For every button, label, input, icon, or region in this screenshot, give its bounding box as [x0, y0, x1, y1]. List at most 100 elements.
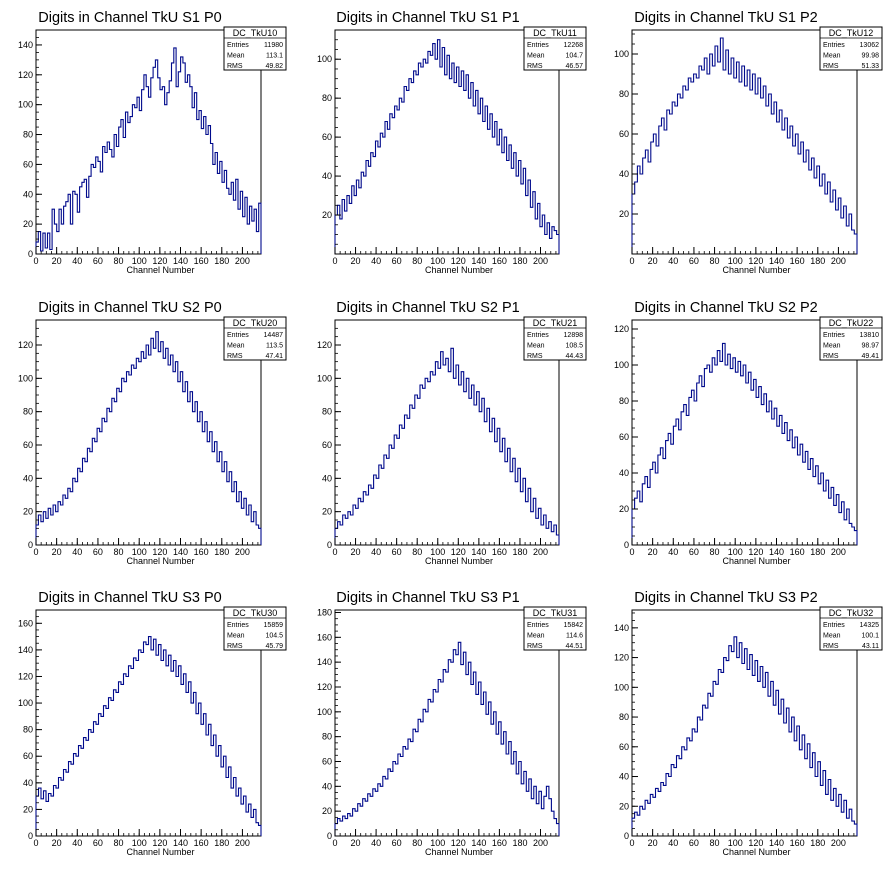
chart-title: Digits in Channel TkU S1 P2: [634, 10, 818, 26]
y-tick-label: 40: [322, 473, 332, 483]
y-tick-label: 120: [18, 70, 33, 80]
y-tick-label: 40: [322, 171, 332, 181]
stats-value-rms: 47.41: [265, 353, 283, 360]
x-tick-label: 80: [412, 256, 422, 266]
stats-label-rms: RMS: [823, 63, 839, 70]
stats-label-entries: Entries: [227, 332, 249, 339]
y-tick-label: 120: [614, 653, 629, 663]
stats-label-rms: RMS: [227, 63, 243, 70]
y-tick-label: 100: [18, 100, 33, 110]
stats-value-mean: 114.6: [566, 633, 583, 640]
stats-label-rms: RMS: [823, 353, 839, 360]
y-tick-label: 120: [18, 340, 33, 350]
histogram-series: [334, 39, 560, 254]
x-tick-label: 140: [173, 547, 188, 557]
x-tick-label: 0: [629, 547, 634, 557]
x-tick-label: 40: [371, 838, 381, 848]
x-tick-label: 160: [790, 256, 805, 266]
x-tick-label: 80: [710, 838, 720, 848]
x-tick-label: 160: [492, 256, 507, 266]
y-tick-label: 40: [23, 778, 33, 788]
stats-value-rms: 46.57: [565, 63, 583, 70]
x-tick-label: 160: [194, 838, 209, 848]
histogram-series: [631, 342, 858, 545]
stats-label-rms: RMS: [527, 643, 543, 650]
y-tick-label: 0: [624, 540, 629, 550]
x-tick-label: 60: [689, 838, 699, 848]
stats-box: [223, 316, 287, 361]
histogram-series: [631, 636, 858, 836]
stats-box: [223, 606, 287, 651]
stats-name: DC_TkU32: [829, 608, 874, 618]
stats-label-mean: Mean: [527, 343, 545, 350]
x-tick-label: 160: [492, 838, 507, 848]
plot-frame: [35, 319, 262, 546]
y-tick-label: 20: [619, 801, 629, 811]
x-tick-label: 0: [332, 547, 337, 557]
x-tick-label: 60: [93, 256, 103, 266]
y-tick-label: 0: [327, 831, 332, 841]
x-tick-label: 120: [451, 547, 466, 557]
x-tick-label: 100: [430, 256, 445, 266]
panel-dc_tku30: Digits in Channel TkU S3 P0 0 20 40 60 80 100 1…: [18, 590, 287, 857]
x-tick-label: 40: [668, 547, 678, 557]
stats-value-mean: 99.98: [861, 53, 879, 60]
x-tick-label: 140: [769, 838, 784, 848]
stats-value-rms: 43.11: [862, 643, 879, 650]
stats-box: [523, 26, 587, 71]
x-axis-label: Channel Number: [425, 847, 493, 857]
x-tick-label: 100: [132, 256, 147, 266]
stats-name: DC_TkU11: [533, 28, 577, 38]
x-tick-label: 200: [831, 547, 846, 557]
y-tick-label: 20: [322, 806, 332, 816]
y-tick-label: 80: [322, 732, 332, 742]
y-tick-label: 60: [322, 132, 332, 142]
chart-title: Digits in Channel TkU S2 P0: [38, 300, 222, 316]
y-tick-label: 0: [28, 249, 33, 259]
x-tick-label: 100: [132, 547, 147, 557]
x-tick-label: 120: [748, 547, 763, 557]
x-tick-label: 200: [831, 838, 846, 848]
x-tick-label: 0: [33, 256, 38, 266]
y-tick-label: 100: [18, 373, 33, 383]
stats-value-entries: 12898: [564, 332, 584, 339]
histogram-series: [35, 331, 262, 545]
y-tick-label: 100: [18, 698, 33, 708]
x-tick-label: 80: [412, 547, 422, 557]
histogram-series: [334, 347, 560, 545]
plot-frame: [631, 29, 858, 255]
stats-name: DC_TkU21: [533, 318, 578, 328]
stats-label-mean: Mean: [823, 633, 841, 640]
y-tick-label: 40: [322, 781, 332, 791]
panel-dc_tku31: Digits in Channel TkU S3 P1 0 20 40 60 80 100 1…: [317, 590, 587, 857]
x-tick-label: 80: [114, 256, 124, 266]
x-axis-label: Channel Number: [722, 847, 790, 857]
x-tick-label: 100: [430, 838, 445, 848]
plot-frame: [334, 29, 560, 255]
x-tick-label: 140: [769, 547, 784, 557]
stats-label-entries: Entries: [227, 42, 249, 49]
stats-value-rms: 51.33: [861, 63, 879, 70]
x-tick-label: 40: [371, 256, 381, 266]
x-tick-label: 40: [72, 838, 82, 848]
y-tick-label: 20: [322, 210, 332, 220]
histogram-series: [35, 636, 262, 836]
stats-value-rms: 49.82: [265, 63, 283, 70]
x-tick-label: 0: [332, 256, 337, 266]
x-tick-label: 180: [810, 547, 825, 557]
x-tick-label: 180: [512, 547, 527, 557]
x-tick-label: 60: [392, 256, 402, 266]
x-axis-label: Channel Number: [425, 265, 493, 275]
stats-label-entries: Entries: [527, 332, 549, 339]
x-tick-label: 100: [728, 838, 743, 848]
stats-name: DC_TkU12: [829, 28, 874, 38]
stats-value-entries: 15859: [264, 622, 284, 629]
x-tick-label: 80: [710, 256, 720, 266]
stats-name: DC_TkU22: [829, 318, 874, 328]
x-tick-label: 40: [72, 256, 82, 266]
x-tick-label: 80: [710, 547, 720, 557]
panel-dc_tku20: Digits in Channel TkU S2 P0 0 20 40 60 80 100 1…: [18, 300, 287, 566]
x-tick-label: 180: [512, 838, 527, 848]
x-tick-label: 20: [648, 256, 658, 266]
x-tick-label: 40: [668, 838, 678, 848]
